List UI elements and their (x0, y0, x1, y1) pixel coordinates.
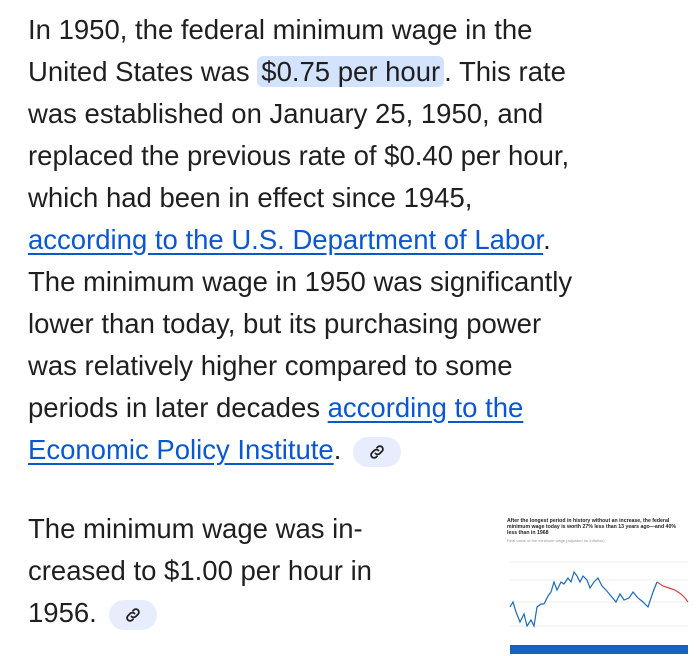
thumbnail-subtitle: Real value of the minimum wage (adjusted… (507, 538, 605, 543)
answer-paragraph-2: The minimum wage was in- creased to $1.0… (28, 508, 372, 634)
text-line: United States was (28, 56, 258, 87)
epi-source-link-cont[interactable]: Economic Policy Institute (28, 434, 334, 465)
text-line: lower than today, but its purchasing pow… (28, 308, 542, 339)
text-line: 1956. (28, 597, 97, 628)
highlighted-answer: $0.75 per hour (257, 56, 445, 87)
chart-thumbnail-image[interactable]: After the longest period in history with… (503, 516, 691, 656)
link-icon (370, 444, 385, 459)
epi-source-link[interactable]: according to the (327, 392, 524, 423)
text-line: The minimum wage was in- (28, 513, 363, 544)
thumbnail-line-chart (509, 561, 689, 628)
thumbnail-title: After the longest period in history with… (507, 518, 676, 536)
source-chip-button[interactable] (108, 599, 157, 630)
series-line-red (656, 581, 689, 603)
source-chip-button[interactable] (353, 436, 402, 467)
link-icon (126, 607, 140, 622)
series-line-blue (509, 570, 658, 628)
text-line: was established on January 25, 1950, and (28, 98, 544, 129)
text-line: replaced the previous rate of $0.40 per … (28, 140, 570, 171)
text-line: creased to $1.00 per hour in (28, 555, 372, 586)
text-line: In 1950, the federal minimum wage in the (28, 14, 533, 45)
text-line: The minimum wage in 1950 was significant… (28, 266, 573, 297)
text-line: . (333, 434, 342, 465)
text-line: . (543, 224, 551, 255)
text-line: periods in later decades (28, 392, 328, 423)
text-line: . This rate (444, 56, 566, 87)
thumbnail-bar (510, 645, 688, 654)
answer-paragraph-1: In 1950, the federal minimum wage in the… (28, 9, 572, 471)
dol-source-link[interactable]: according to the U.S. Department of Labo… (28, 224, 544, 255)
text-line: which had been in effect since 1945, (28, 182, 473, 213)
text-line: was relatively higher compared to some (28, 350, 513, 381)
